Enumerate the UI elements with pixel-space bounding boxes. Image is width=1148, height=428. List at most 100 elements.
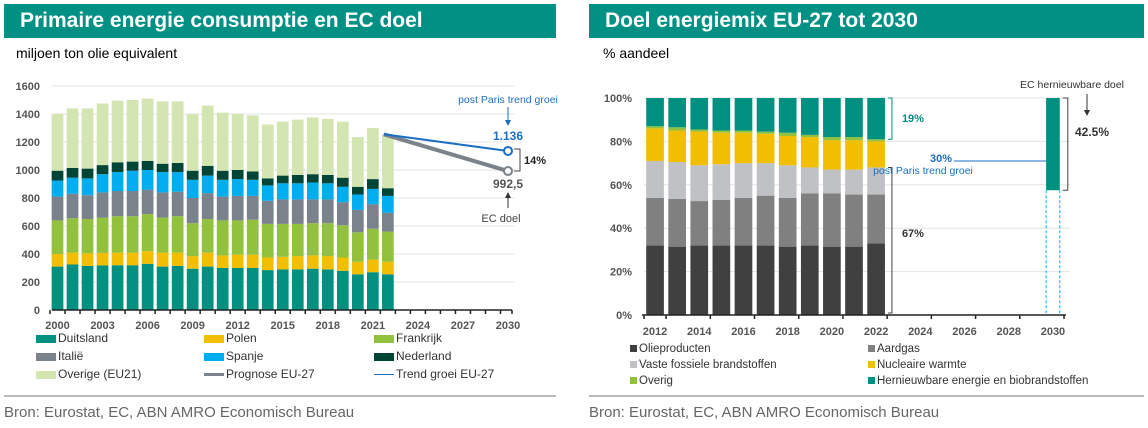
bar-segment [291, 199, 304, 224]
bar-segment [171, 172, 184, 192]
bar-segment [81, 168, 94, 179]
bar-segment [823, 169, 841, 194]
bar-segment [321, 269, 334, 310]
bar-segment [186, 223, 199, 257]
y-tick-label: 1400 [16, 109, 40, 121]
bar-segment [96, 192, 109, 218]
bar-segment [800, 167, 819, 194]
bar-segment [276, 256, 289, 270]
x-tick-label: 2018 [316, 320, 340, 332]
x-tick-label: 2021 [361, 320, 385, 332]
bar-segment [171, 252, 184, 266]
bar-segment [171, 191, 184, 217]
legend-item: Olieproducten [630, 343, 711, 355]
legend-swatch [36, 334, 56, 343]
bar-segment [96, 265, 109, 310]
bar-segment [690, 245, 709, 315]
bar-segment [668, 246, 686, 315]
y-tick-label: 1200 [16, 137, 40, 149]
legend-label: Overig [639, 375, 673, 387]
bar-segment [382, 188, 394, 196]
bar-segment [96, 217, 109, 253]
bar-segment [231, 179, 244, 196]
bar-segment [156, 163, 169, 173]
bar-segment [778, 246, 797, 315]
bar-segment [141, 189, 154, 215]
legend-item: Frankrijk [374, 331, 442, 345]
bar-segment [216, 170, 229, 180]
bar-segment [201, 105, 214, 166]
bar-segment [366, 188, 379, 205]
bar-segment [306, 223, 319, 256]
bar-segment [668, 130, 686, 163]
bar-segment [186, 256, 199, 269]
ec-label: EC doel [481, 213, 520, 225]
bar-segment [823, 246, 841, 315]
bar-segment [734, 98, 753, 131]
bar-segment [734, 197, 753, 246]
bar-segment [756, 245, 775, 315]
bar-segment [81, 178, 94, 196]
bar-segment [156, 266, 169, 310]
bar-segment [306, 182, 319, 200]
legend-swatch [868, 345, 875, 353]
bar-segment [171, 163, 184, 173]
bar-segment [756, 195, 775, 246]
y-tick-label: 200 [22, 277, 40, 289]
x-tick-label: 2003 [90, 320, 114, 332]
bar-segment [291, 119, 304, 175]
bar-segment [823, 140, 841, 170]
bar-segment [231, 114, 244, 170]
y-tick-label: 20% [610, 267, 632, 279]
bar-segment [867, 139, 885, 142]
bar-segment [321, 199, 334, 224]
bar-segment [800, 134, 819, 138]
right-chart-title: Doel energiemix EU-27 tot 2030 [589, 4, 1144, 38]
legend-item: Overig [630, 375, 673, 387]
bar-segment [111, 252, 124, 266]
bar-segment [186, 179, 199, 198]
bar-segment [734, 132, 753, 164]
x-tick-label: 2018 [775, 326, 799, 338]
y-tick-label: 0 [34, 305, 40, 317]
bar-segment [734, 130, 753, 133]
bar-segment [646, 160, 664, 198]
bar-segment [66, 264, 79, 310]
bar-segment [800, 193, 819, 246]
y-tick-label: 40% [610, 223, 632, 235]
y-tick-label: 1000 [16, 165, 40, 177]
x-tick-label: 2027 [451, 320, 475, 332]
bar-segment [690, 201, 709, 246]
fossil-share-label: 67% [902, 228, 924, 240]
bar-segment [186, 198, 199, 224]
bar-segment [291, 256, 304, 270]
bar-segment [756, 133, 775, 164]
bar-segment [306, 268, 319, 310]
legend-label: Nederland [396, 349, 452, 363]
bar-segment [366, 228, 379, 260]
legend-label: Polen [226, 331, 257, 345]
bar-segment [291, 269, 304, 310]
bar-segment [756, 163, 775, 196]
bar-segment [261, 178, 274, 186]
legend-label: Olieproducten [639, 343, 711, 355]
paris-label: post Paris trend groei [873, 165, 973, 177]
legend-swatch [204, 334, 224, 343]
bar-segment [201, 175, 214, 194]
bar-segment [321, 183, 334, 200]
bar-segment [823, 98, 841, 138]
legend-item: Nederland [374, 349, 451, 363]
bar-segment [231, 220, 244, 255]
bar-segment [778, 197, 797, 247]
legend-label: Vaste fossiele brandstoffen [639, 359, 777, 371]
legend-item: Trend groei EU-27 [374, 367, 494, 381]
trend-endpoint [503, 145, 513, 156]
bar-segment [111, 216, 124, 253]
bar-segment [712, 164, 731, 200]
bar-segment [366, 128, 379, 180]
bar-segment [668, 98, 686, 128]
right-chart-svg: 0% 20% 40% 60% 80% 100% 2012 2014 2016 2018 2020 20… [604, 79, 1124, 338]
bar-segment [382, 195, 394, 213]
bar-segment [756, 131, 775, 134]
x-tick-label: 2000 [45, 320, 69, 332]
